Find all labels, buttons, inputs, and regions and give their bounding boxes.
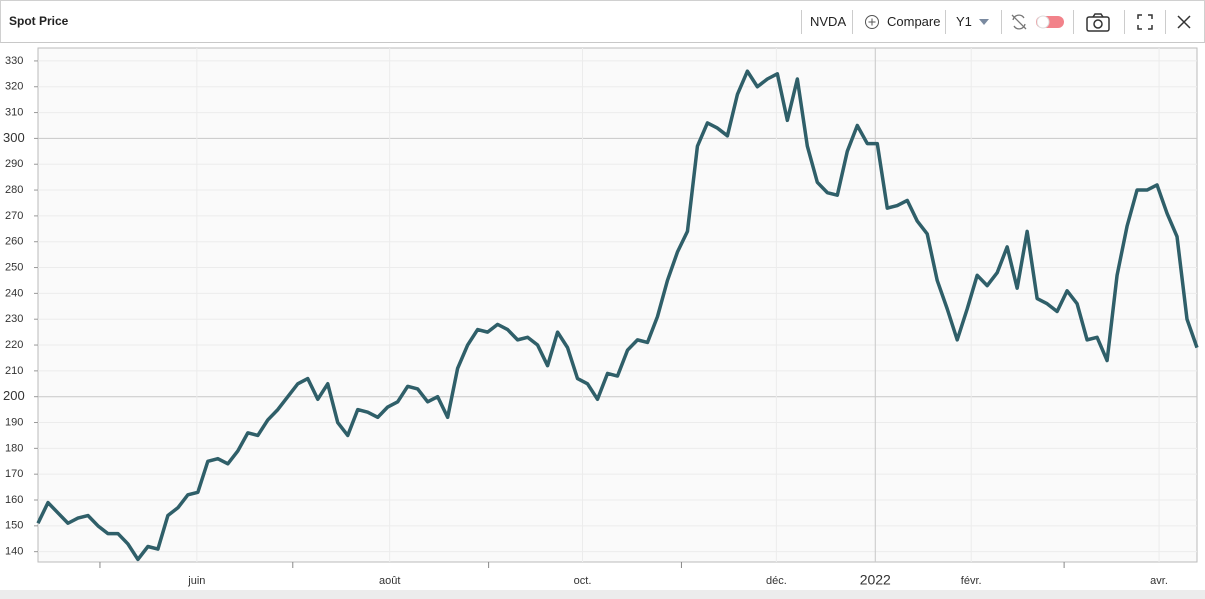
bottom-strip <box>0 590 1205 599</box>
panel-title: Spot Price <box>9 14 69 28</box>
price-line <box>36 69 1199 562</box>
y-tick-label: 160 <box>5 494 23 506</box>
plot-area <box>37 47 1198 563</box>
x-tick-label: oct. <box>574 575 592 587</box>
x-tick-label: févr. <box>961 575 982 587</box>
compare-icon[interactable] <box>864 14 880 30</box>
x-tick-label: août <box>379 575 400 587</box>
header: Spot Price NVDA Compare Y1 <box>0 0 1205 43</box>
compare-button[interactable]: Compare <box>887 14 941 29</box>
separator <box>945 10 946 34</box>
dropdown-arrow[interactable] <box>978 18 990 26</box>
x-tick-label: avr. <box>1150 575 1168 587</box>
y-tick-label: 180 <box>5 442 23 454</box>
x-tick-label: déc. <box>766 575 787 587</box>
y-tick-label: 320 <box>5 81 23 93</box>
toggle[interactable] <box>1035 14 1065 30</box>
x-tick-label: 2022 <box>860 572 891 588</box>
separator <box>1124 10 1125 34</box>
range-button[interactable]: Y1 <box>956 14 972 29</box>
separator <box>852 10 853 34</box>
y-tick-label: 280 <box>5 184 23 196</box>
y-tick-label: 140 <box>5 546 23 558</box>
y-tick-label: 150 <box>5 520 23 532</box>
separator <box>801 10 802 34</box>
y-tick-label: 250 <box>5 261 23 273</box>
y-tick-label: 210 <box>5 365 23 377</box>
separator <box>1001 10 1002 34</box>
separator <box>1073 10 1074 34</box>
y-tick-label: 260 <box>5 236 23 248</box>
sync-icon[interactable] <box>1010 13 1028 31</box>
y-tick-label: 190 <box>5 416 23 428</box>
y-tick-label: 200 <box>3 388 25 403</box>
separator <box>1165 10 1166 34</box>
camera-icon[interactable] <box>1085 12 1111 32</box>
y-tick-label: 170 <box>5 468 23 480</box>
fullscreen-icon[interactable] <box>1136 13 1154 31</box>
y-tick-label: 290 <box>5 158 23 170</box>
y-tick-label: 220 <box>5 339 23 351</box>
y-tick-label: 270 <box>5 210 23 222</box>
y-tick-label: 330 <box>5 55 23 67</box>
y-tick-label: 230 <box>5 313 23 325</box>
y-tick-label: 300 <box>3 130 25 145</box>
y-tick-label: 240 <box>5 287 23 299</box>
close-icon[interactable] <box>1176 14 1192 30</box>
ticker-button[interactable]: NVDA <box>810 14 847 29</box>
y-tick-label: 310 <box>5 106 23 118</box>
x-tick-label: juin <box>187 575 205 587</box>
